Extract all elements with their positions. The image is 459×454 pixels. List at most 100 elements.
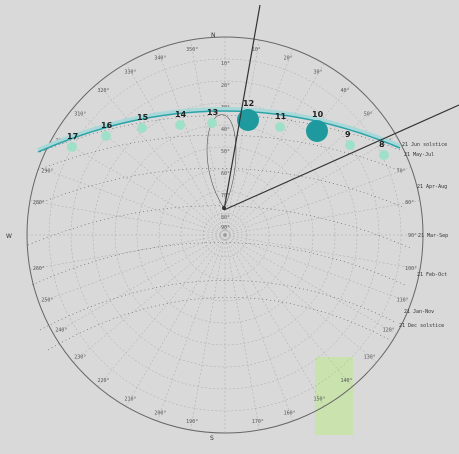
hour-label: 10 [312,110,324,119]
azimuth-tick-label: 160° [284,411,296,417]
azimuth-tick-label: 190° [186,419,198,425]
date-label-may-jul: 21 May-Jul [404,152,434,158]
azimuth-tick-label: 230° [74,354,86,360]
hour-marker [175,120,185,130]
date-label-jun: 21 Jun solstice [402,142,447,148]
azimuth-line [125,63,226,236]
hour-markers: 17 16 15 14 13 12 11 10 9 8 [67,99,389,160]
azimuth-tick-label: 110° [397,298,409,304]
south-label: S [210,435,214,442]
azimuth-line [157,48,226,236]
altitude-tick-label: 80° [221,215,230,221]
hour-label: 14 [175,110,187,119]
hour-marker [137,123,147,133]
azimuth-tick-label: 50° [364,112,373,118]
date-label-jan-nov: 21 Jan-Nov [404,309,434,315]
overlay-lines [222,4,459,211]
azimuth-tick-label: 70° [397,168,406,174]
date-label-feb-oct: 21 Feb-Oct [417,272,447,278]
azimuth-line [73,234,226,363]
azimuth-line [224,234,260,431]
azimuth-tick-label: 340° [154,55,166,61]
overlay-line-east [223,104,459,211]
date-curves [27,114,411,351]
azimuth-line [29,234,226,270]
date-curve [37,134,399,171]
azimuth-line [190,234,226,431]
date-curve [31,242,406,286]
azimuth-line [157,234,226,422]
west-label: W [6,233,12,240]
azimuth-tick-label: 310° [74,112,86,118]
hour-marker [207,118,217,128]
highlight-rect [315,357,353,435]
azimuth-line [224,234,353,387]
azimuth-tick-label: 10° [252,47,261,53]
sun-path [37,107,401,153]
azimuth-line [224,39,260,236]
azimuth-line [53,135,226,236]
azimuth-tick-label: 260° [33,266,45,272]
hour-label: 15 [137,113,149,122]
hour-label: 9 [345,130,351,139]
hour-label: 17 [67,132,78,141]
azimuth-tick-label: 100° [405,266,417,272]
hour-label: 16 [101,121,113,130]
altitude-tick-label: 60° [221,171,230,177]
north-label: N [211,32,216,39]
altitude-tick-label: 50° [221,149,230,155]
azimuth-labels: 10° 20° 30° 40° 50° 60° 70° 80° 90° 100° 110° 120° 1… [33,47,417,425]
azimuth-tick-label: 80° [405,200,414,206]
azimuth-tick-label: 330° [125,69,137,75]
altitude-tick-label: 40° [221,127,230,133]
hour-marker [67,142,77,152]
hour-marker [101,131,111,141]
azimuth-tick-label: 130° [364,354,376,360]
azimuth-tick-label: 220° [98,378,110,384]
azimuth-tick-label: 20° [284,55,293,61]
observer-point [222,206,226,210]
azimuth-line [224,234,421,270]
date-curve [39,280,396,331]
azimuth-line [125,234,226,407]
hour-marker [379,150,389,160]
azimuth-line [224,234,397,335]
date-curve [27,205,411,249]
sun-path-line [37,110,401,153]
zenith-label: 90° [221,225,230,231]
azimuth-line [53,234,226,335]
azimuth-line [224,83,353,236]
date-curve [34,167,406,209]
altitude-tick-label: 10° [221,61,230,67]
azimuth-tick-label: 250° [41,298,53,304]
azimuth-tick-label: 90° [408,233,417,239]
azimuth-tick-label: 350° [186,47,198,53]
azimuth-line [29,200,226,236]
azimuth-line [190,39,226,236]
hour-marker [237,109,259,131]
azimuth-tick-label: 290° [41,168,53,174]
azimuth-tick-label: 200° [154,411,166,417]
date-label-apr-aug: 21 Apr-Aug [417,184,447,190]
hour-marker [345,140,355,150]
azimuth-line [224,234,377,363]
hour-marker [306,120,328,142]
date-label-dec: 21 Dec solstice [399,323,444,329]
azimuth-tick-label: 170° [252,419,264,425]
hour-label: 11 [275,112,287,121]
azimuth-line [97,234,226,387]
azimuth-tick-label: 320° [98,88,110,94]
azimuth-line [224,234,293,422]
hour-label: 12 [243,99,254,108]
azimuth-line [224,63,325,236]
hour-label: 8 [379,140,385,149]
hour-marker [275,122,285,132]
azimuth-line [224,200,421,236]
polar-grid [26,36,424,435]
overlay-line-north [223,4,261,211]
azimuth-line [38,167,226,236]
sun-path-band [37,107,401,152]
azimuth-line [97,83,226,236]
